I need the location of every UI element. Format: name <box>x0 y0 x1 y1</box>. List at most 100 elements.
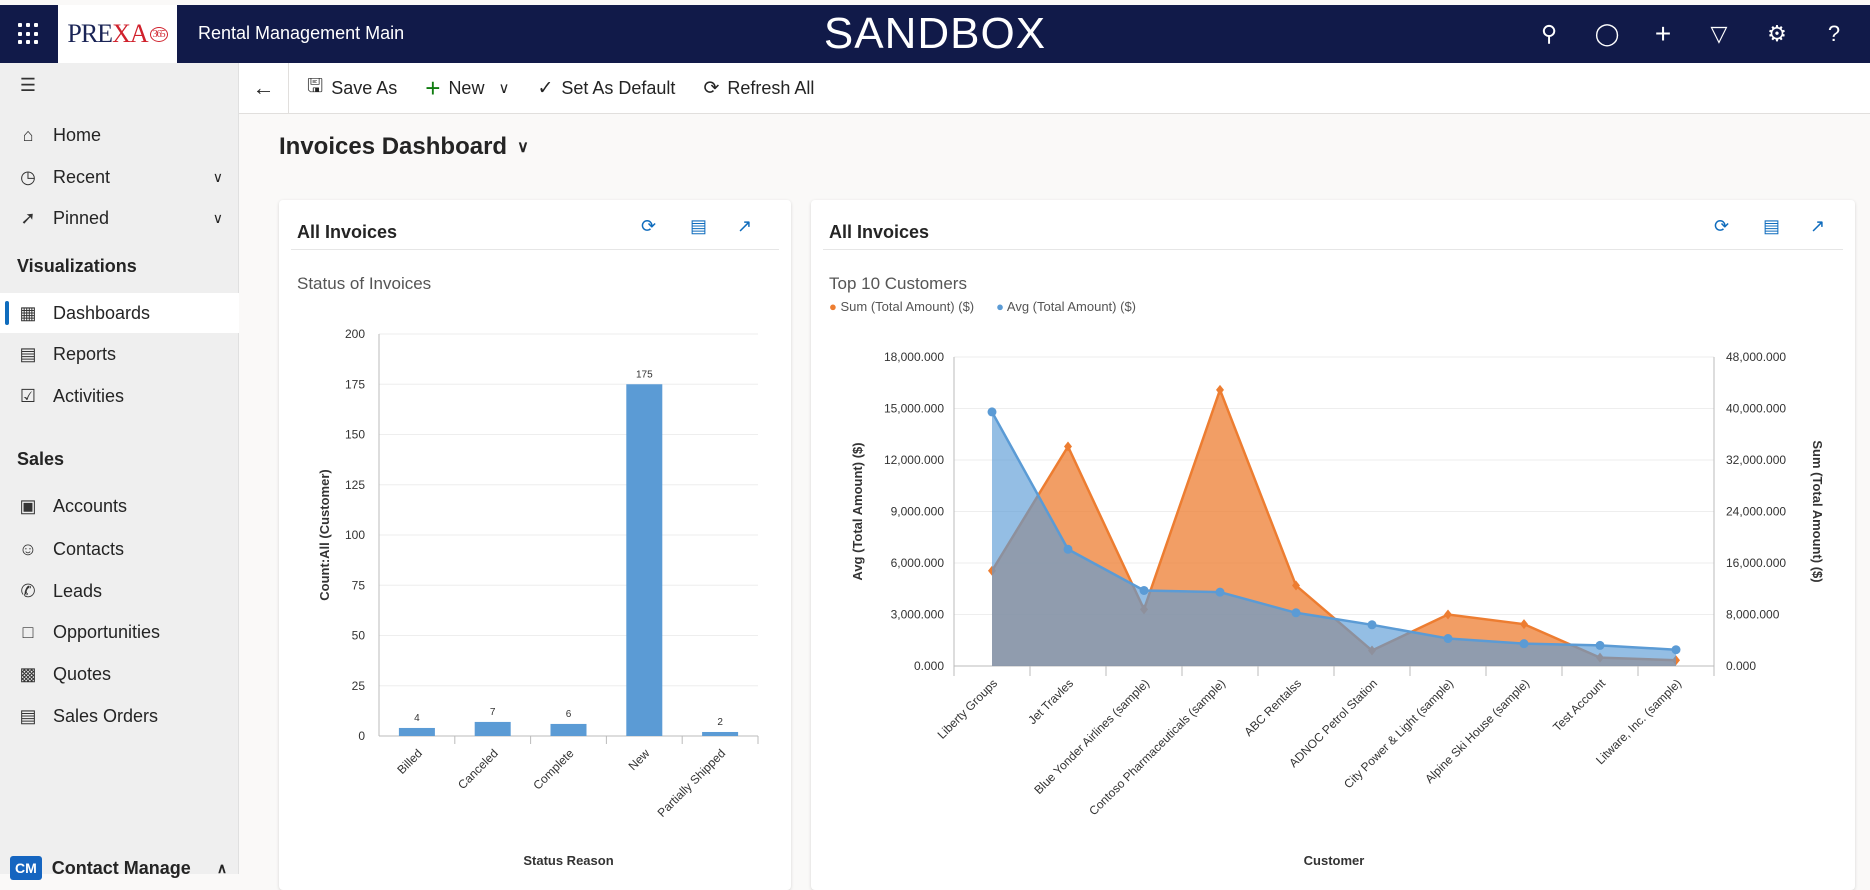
data-label: 6 <box>566 709 572 720</box>
x-tick-label: Complete <box>530 746 576 792</box>
y2-tick-label: 8,000.000 <box>1726 608 1780 622</box>
view-records-icon[interactable]: ▤ <box>690 216 708 236</box>
help-icon[interactable]: ? <box>1827 21 1841 46</box>
sidebar-item-activities[interactable]: ☑ Activities <box>0 376 239 416</box>
sidebar-item-home[interactable]: ⌂ Home <box>0 115 239 155</box>
x-tick-label: Billed <box>394 746 425 777</box>
search-icon[interactable]: ⚲ <box>1540 21 1558 46</box>
sidebar-item-sales-orders[interactable]: ▤ Sales Orders <box>0 696 239 736</box>
y2-tick-label: 16,000.000 <box>1726 556 1786 570</box>
data-label: 4 <box>414 713 420 724</box>
x-tick-label: ABC Rentalss <box>1241 676 1304 739</box>
data-point-avg <box>1291 608 1301 618</box>
back-button[interactable]: ← <box>239 62 289 114</box>
x-axis-title: Customer <box>1304 853 1365 868</box>
bar <box>626 384 663 736</box>
x-tick-label: Liberty Groups <box>935 676 1001 742</box>
quote-icon: ▩ <box>19 663 37 684</box>
x-tick-label: Partially Shipped <box>655 746 729 820</box>
bar <box>398 727 435 736</box>
sidebar-item-pinned[interactable]: ➚ Pinned ∨ <box>0 198 239 238</box>
refresh-all-button[interactable]: ⟳ Refresh All <box>703 77 815 99</box>
area-switcher[interactable]: CM Contact Manage ∧ <box>10 856 227 880</box>
expand-icon[interactable]: ↗ <box>737 216 753 236</box>
y-tick-label: 100 <box>345 528 365 542</box>
section-visualizations: Visualizations <box>17 256 137 276</box>
y-tick-label: 12,000.000 <box>884 453 944 467</box>
sidebar-item-leads[interactable]: ✆ Leads <box>0 571 239 611</box>
plus-icon: + <box>425 72 441 103</box>
app-launcher-icon[interactable] <box>18 23 40 45</box>
home-icon: ⌂ <box>22 124 34 145</box>
chart-legend: ● Sum (Total Amount) ($) ● Avg (Total Am… <box>829 299 1136 314</box>
y-tick-label: 15,000.000 <box>884 402 944 416</box>
refresh-icon[interactable]: ⟳ <box>641 216 657 236</box>
y-tick-label: 18,000.000 <box>884 350 944 364</box>
y-tick-label: 0.000 <box>914 659 944 673</box>
y-tick-label: 125 <box>345 478 365 492</box>
app-name[interactable]: Rental Management Main <box>198 23 405 43</box>
chevron-down-icon[interactable]: ∨ <box>212 209 223 226</box>
expand-icon[interactable]: ↗ <box>1810 216 1826 236</box>
data-point-avg <box>987 407 997 417</box>
clipboard-icon: ☑ <box>19 385 37 406</box>
data-point-sum <box>1444 609 1452 620</box>
phone-icon: ✆ <box>20 580 36 601</box>
y-tick-label: 175 <box>345 377 365 391</box>
view-records-icon[interactable]: ▤ <box>1763 216 1781 236</box>
x-tick-label: Contoso Pharmaceuticals (sample) <box>1086 676 1228 818</box>
sidebar-item-dashboards[interactable]: ▦ Dashboards <box>0 293 239 333</box>
legend-item-sum[interactable]: ● Sum (Total Amount) ($) <box>829 299 975 314</box>
lightbulb-icon[interactable]: ◯ <box>1594 21 1620 46</box>
hamburger-menu-icon[interactable]: ☰ <box>19 74 37 95</box>
sidebar-item-contacts[interactable]: ☺ Contacts <box>18 538 125 559</box>
data-point-sum <box>1520 619 1528 630</box>
x-tick-label: Canceled <box>455 746 501 792</box>
document-icon: ▤ <box>19 705 37 726</box>
card-title: All Invoices <box>297 222 398 242</box>
card-title: All Invoices <box>829 222 930 242</box>
y-tick-label: 6,000.000 <box>891 556 945 570</box>
filter-icon[interactable]: ▽ <box>1710 21 1728 46</box>
sidebar-item-recent[interactable]: ◷ Recent ∨ <box>0 157 239 197</box>
data-point-sum <box>1216 384 1224 395</box>
y2-tick-label: 40,000.000 <box>1726 402 1786 416</box>
data-point-sum <box>1292 580 1300 591</box>
data-point-avg <box>1367 620 1377 630</box>
chart-subtitle: Status of Invoices <box>297 274 432 293</box>
y2-tick-label: 24,000.000 <box>1726 505 1786 519</box>
sidebar-item-quotes[interactable]: ▩ Quotes <box>0 654 239 694</box>
bar <box>550 723 587 736</box>
chevron-down-icon[interactable]: ∨ <box>498 80 510 97</box>
sidebar: ☰ ⌂ Home ◷ Recent ∨ ➚ Pinned ∨ Visualizations… <box>0 63 239 880</box>
x-tick-label: Test Account <box>1550 676 1608 734</box>
dashboard-icon: ▦ <box>19 302 37 323</box>
set-as-default-button[interactable]: ✓ Set As Default <box>537 77 676 99</box>
line-avg <box>990 411 1677 651</box>
data-point-avg <box>1215 587 1225 597</box>
x-tick-label: New <box>626 746 653 773</box>
account-icon: ▣ <box>19 495 37 516</box>
data-label: 7 <box>490 707 496 718</box>
area-badge: CM <box>10 856 42 880</box>
command-bar: ← 🖫 Save As + New ∨ ✓ Set As Default ⟳ Refres… <box>239 62 1870 114</box>
area-avg <box>992 411 1676 666</box>
opportunity-icon: □ <box>22 621 34 642</box>
legend-item-avg[interactable]: ● Avg (Total Amount) ($) <box>996 299 1136 314</box>
y-tick-label: 150 <box>345 428 365 442</box>
sidebar-item-opportunities[interactable]: □ Opportunities <box>0 612 239 652</box>
data-point-avg <box>1063 544 1073 554</box>
gear-icon[interactable]: ⚙ <box>1767 21 1787 46</box>
y-tick-label: 3,000.000 <box>891 608 945 622</box>
dashboard-selector[interactable]: Invoices Dashboard ∨ <box>279 133 529 161</box>
y-tick-label: 25 <box>352 679 366 693</box>
y2-tick-label: 0.000 <box>1726 659 1756 673</box>
chevron-down-icon[interactable]: ∨ <box>212 168 223 185</box>
new-button[interactable]: + New ∨ <box>425 72 510 103</box>
plus-icon[interactable]: + <box>1654 18 1672 49</box>
save-as-button[interactable]: 🖫 Save As <box>307 72 397 104</box>
sidebar-item-reports[interactable]: ▤ Reports <box>0 334 239 374</box>
pin-icon: ➚ <box>20 207 36 228</box>
refresh-icon[interactable]: ⟳ <box>1714 216 1730 236</box>
sidebar-item-accounts[interactable]: ▣ Accounts <box>0 486 239 526</box>
